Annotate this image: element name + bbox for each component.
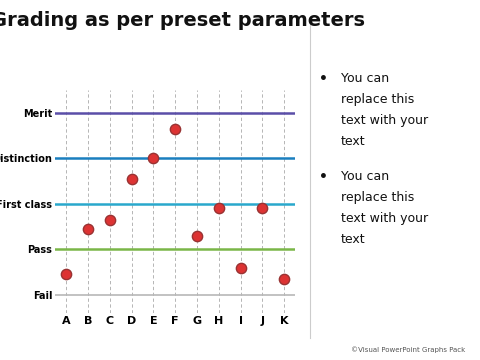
Text: text with your: text with your [341,212,428,225]
Point [259,206,266,211]
Point [150,156,157,161]
Point [128,176,135,182]
Text: Grading as per preset parameters: Grading as per preset parameters [0,11,365,30]
Point [215,206,223,211]
Point [84,226,92,232]
Text: You can: You can [341,170,389,183]
Point [193,233,201,239]
Text: •: • [319,170,328,184]
Text: replace this: replace this [341,93,414,106]
Text: text: text [341,135,365,148]
Text: replace this: replace this [341,191,414,204]
Point [280,276,288,282]
Text: text: text [341,233,365,246]
Text: text with your: text with your [341,114,428,127]
Text: ©Visual PowerPoint Graphs Pack: ©Visual PowerPoint Graphs Pack [351,346,466,353]
Point [171,126,179,132]
Point [106,217,114,223]
Text: •: • [319,72,328,86]
Text: You can: You can [341,72,389,85]
Point [237,265,244,270]
Point [62,271,70,277]
